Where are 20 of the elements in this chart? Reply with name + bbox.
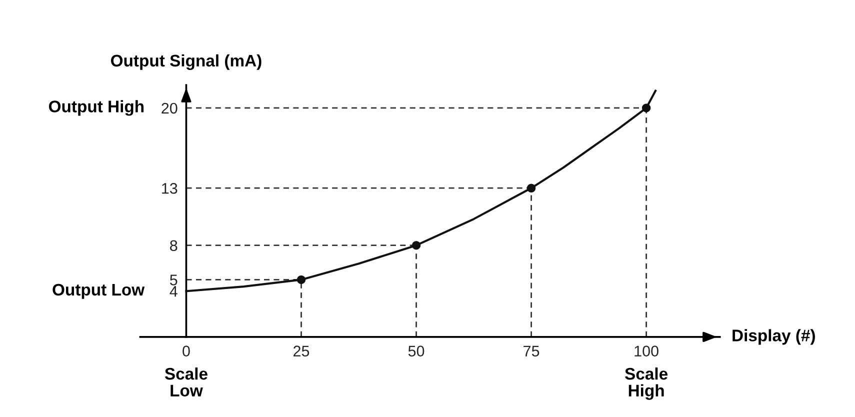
y-tick-label: 8 <box>170 240 178 252</box>
text: Scale Low <box>164 367 208 396</box>
x-tick-label: 0 <box>182 346 190 356</box>
annotation: Output Low <box>52 284 145 299</box>
text: Scale High <box>625 367 668 400</box>
y-tick-label: 20 <box>162 102 178 114</box>
y-tick-label: 13 <box>162 182 178 194</box>
y-axis-title: Output Signal (mA) <box>111 54 262 70</box>
point <box>412 240 421 250</box>
x-tick-label: 100 <box>634 346 658 356</box>
point <box>296 275 306 284</box>
annotation: Output High <box>48 100 144 116</box>
y-tick-label: 5 <box>170 274 178 286</box>
point <box>526 184 536 192</box>
x-tick-label: 25 <box>294 346 310 356</box>
x-tick-label: 75 <box>524 346 540 356</box>
point <box>642 104 651 112</box>
x-axis-title: Display (#) <box>732 329 815 345</box>
y-tick-label: 4 <box>170 286 178 297</box>
x-tick-label: 50 <box>408 346 424 356</box>
